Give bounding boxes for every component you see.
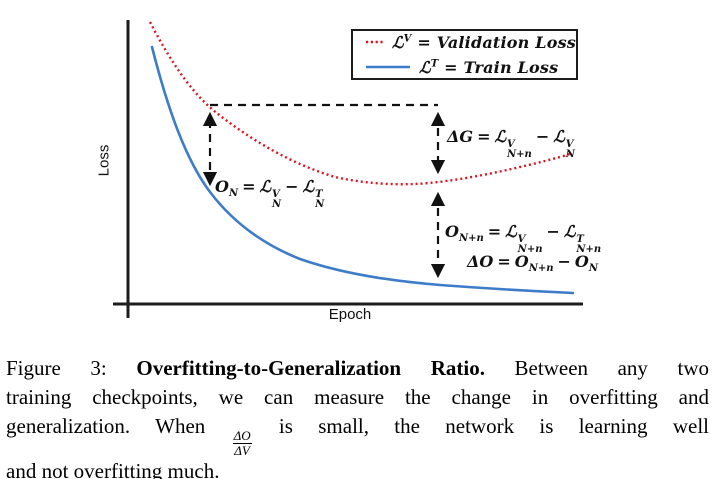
- superscript-V: V: [565, 139, 574, 150]
- equals-sign: =: [242, 177, 256, 196]
- legend-label-train: ℒT = Train Loss: [419, 58, 558, 77]
- caption-text: is small, the network is learning well: [278, 414, 709, 438]
- script-L: ℒ: [563, 222, 576, 241]
- subscript-N: N: [315, 199, 325, 211]
- math-var-deltaG: ΔG: [447, 127, 474, 146]
- subscript-N: N: [272, 199, 282, 211]
- x-axis-label: Epoch: [328, 306, 372, 323]
- caption-line-3: generalization. When ΔO ΔV is small, the …: [6, 412, 709, 457]
- annotation-overfitting-at-N-plus-n: ON+n = ℒ V N+n − ℒ T N+n: [445, 222, 601, 255]
- equals-sign: =: [497, 252, 511, 271]
- subscript-N-plus-n: N+n: [528, 263, 554, 275]
- legend-text: = Validation Loss: [411, 32, 576, 52]
- script-L: ℒ: [391, 32, 404, 52]
- subscript-N: N: [588, 263, 598, 275]
- superscript-V: V: [517, 234, 526, 245]
- minus-sign: −: [285, 177, 299, 196]
- annotation-delta-G: ΔG = ℒ V N+n − ℒ V N: [447, 127, 575, 160]
- minus-sign: −: [546, 222, 560, 241]
- annotation-delta-O: ΔO = ON+n − ON: [467, 252, 598, 274]
- train-line-sample-icon: [366, 65, 410, 68]
- superscript-V: V: [403, 33, 412, 45]
- caption-text: Between any two: [514, 356, 710, 380]
- subscript-N-plus-n: N+n: [576, 244, 602, 256]
- subscript-N: N: [228, 188, 239, 200]
- legend-text: = Train Loss: [438, 57, 559, 77]
- superscript-T: T: [315, 189, 323, 200]
- chart-legend: ℒV = Validation Loss ℒT = Train Loss: [351, 29, 578, 80]
- fraction-denominator: ΔV: [234, 442, 250, 458]
- figure-caption: Figure 3: Overfitting-to-Generalization …: [6, 354, 709, 479]
- superscript-V: V: [272, 189, 280, 200]
- train-loss-curve: [150, 45, 575, 295]
- minus-sign: −: [535, 127, 550, 146]
- legend-label-validation: ℒV = Validation Loss: [392, 33, 576, 52]
- superscript-T: T: [576, 234, 584, 245]
- caption-line-4: and not overfitting much.: [6, 459, 220, 479]
- minus-sign: −: [557, 252, 571, 271]
- script-L: ℒ: [553, 127, 565, 146]
- script-L: ℒ: [259, 177, 272, 196]
- caption-title: Overfitting-to-Generalization Ratio.: [136, 356, 485, 380]
- script-L: ℒ: [419, 57, 431, 77]
- math-var-O: O: [574, 252, 589, 271]
- subscript-N: N: [565, 149, 575, 161]
- math-var-deltaO: ΔO: [467, 252, 494, 271]
- script-L: ℒ: [505, 222, 517, 241]
- script-L: ℒ: [302, 177, 315, 196]
- fraction-numerator: ΔO: [232, 428, 252, 444]
- legend-item-validation: ℒV = Validation Loss: [365, 31, 576, 53]
- validation-loss-curve: [148, 21, 573, 186]
- caption-line-2: training checkpoints, we can measure the…: [6, 385, 709, 409]
- subscript-N-plus-n: N+n: [517, 244, 543, 256]
- superscript-T: T: [430, 58, 439, 70]
- script-L: ℒ: [494, 127, 507, 146]
- y-axis-label: Loss: [95, 144, 113, 177]
- math-var-O: O: [445, 222, 459, 241]
- annotation-overfitting-at-N: ON = ℒ V N − ℒ T N: [215, 177, 324, 210]
- subscript-N-plus-n: N+n: [458, 233, 484, 245]
- math-var-O: O: [215, 177, 229, 196]
- loss-vs-epoch-chart: [113, 20, 583, 318]
- caption-text: generalization. When: [6, 414, 206, 438]
- figure-number: Figure 3:: [6, 356, 107, 380]
- caption-line-1: Figure 3: Overfitting-to-Generalization …: [6, 354, 709, 383]
- validation-line-sample-icon: [366, 40, 384, 43]
- math-var-O: O: [514, 252, 529, 271]
- legend-item-train: ℒT = Train Loss: [365, 56, 576, 78]
- subscript-N-plus-n: N+n: [507, 149, 532, 161]
- fraction-deltaO-over-deltaV: ΔO ΔV: [232, 428, 252, 458]
- equals-sign: =: [487, 222, 502, 241]
- superscript-V: V: [507, 139, 515, 150]
- equals-sign: =: [477, 127, 491, 146]
